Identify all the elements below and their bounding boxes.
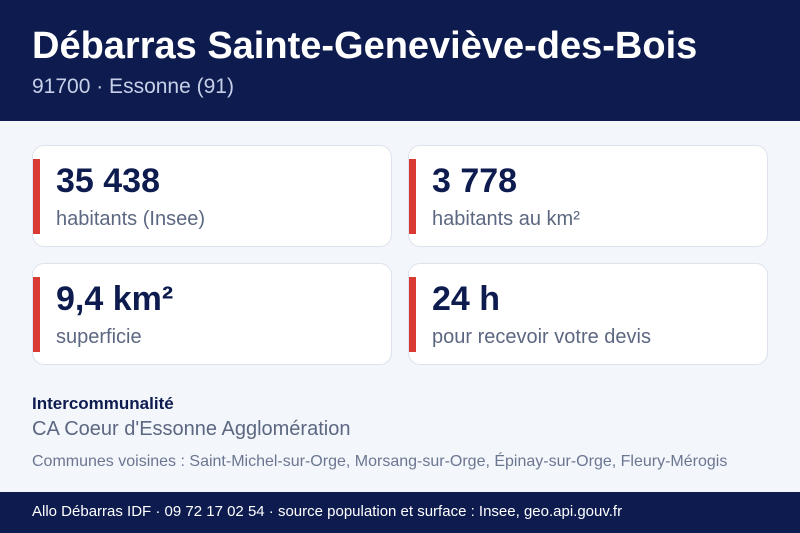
stat-card-density: 3 778 habitants au km²	[408, 145, 768, 247]
stat-label: habitants au km²	[432, 208, 580, 230]
stat-card-population: 35 438 habitants (Insee)	[32, 145, 392, 247]
footer-banner: Allo Débarras IDF · 09 72 17 02 54 · sou…	[0, 492, 800, 533]
stat-label: pour recevoir votre devis	[432, 326, 651, 348]
stat-card-area: 9,4 km² superficie	[32, 263, 392, 365]
neighbor-communes: Communes voisines : Saint-Michel-sur-Org…	[32, 453, 728, 470]
page-subtitle: 91700 · Essonne (91)	[32, 75, 234, 98]
stat-value: 24 h	[432, 280, 501, 318]
accent-bar	[409, 159, 416, 234]
accent-bar	[409, 277, 416, 352]
stat-value: 3 778	[432, 162, 518, 200]
accent-bar	[33, 159, 40, 234]
stat-value: 9,4 km²	[56, 280, 174, 318]
stat-card-quote-delay: 24 h pour recevoir votre devis	[408, 263, 768, 365]
accent-bar	[33, 277, 40, 352]
intercommunalite-value: CA Coeur d'Essonne Agglomération	[32, 418, 351, 440]
intercommunalite-heading: Intercommunalité	[32, 394, 174, 413]
stat-label: habitants (Insee)	[56, 208, 205, 230]
stat-label: superficie	[56, 326, 142, 348]
header-banner: Débarras Sainte-Geneviève-des-Bois 91700…	[0, 0, 800, 121]
stat-value: 35 438	[56, 162, 160, 200]
page-title: Débarras Sainte-Geneviève-des-Bois	[32, 25, 698, 67]
